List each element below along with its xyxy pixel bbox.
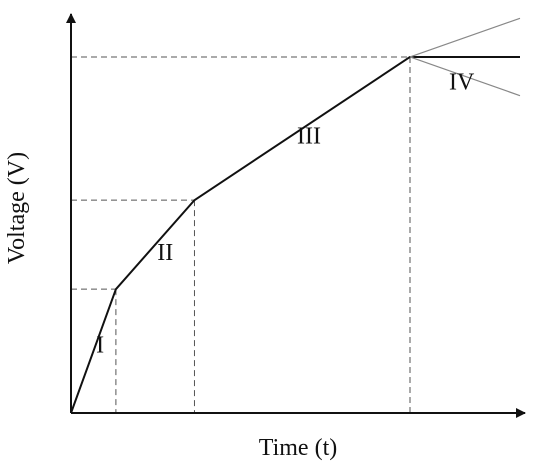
axes-group [66,13,526,418]
region-label-1: I [96,333,104,359]
series-line-1 [70,55,520,414]
region-label-4: IV [449,70,475,96]
data-lines-group [70,17,521,414]
y-axis-title: Voltage (V) [4,152,30,264]
region-label-2: II [157,240,173,266]
reference-lines-group [71,56,411,413]
series-line-2 [409,17,521,58]
series-line-3 [409,56,521,97]
x-axis-title: Time (t) [259,435,337,461]
region-label-3: III [297,124,321,150]
